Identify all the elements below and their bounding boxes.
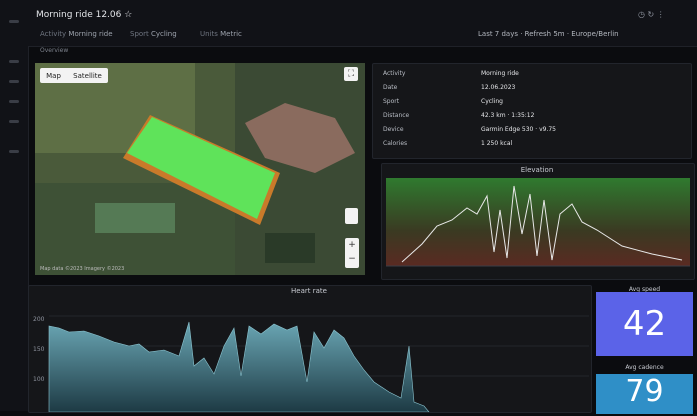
stat-label: Avg cadence (625, 364, 664, 371)
table-row: Sport Cycling (379, 98, 685, 112)
map-attribution: Map data ©2023 Imagery ©2023 (40, 266, 125, 272)
filter-label: Activity (40, 30, 67, 38)
zoom-out-button[interactable]: − (348, 254, 356, 264)
filter-units[interactable]: Units Metric (200, 30, 242, 38)
row-key: Activity (383, 70, 406, 77)
settings-icon[interactable] (9, 150, 19, 153)
stat-avg-speed: 42 (596, 292, 693, 356)
filter-activity[interactable]: Activity Morning ride (40, 30, 113, 38)
toolbar-icons[interactable]: ◷ ↻ ⋮ (638, 10, 665, 19)
map-panel[interactable] (35, 63, 365, 275)
row-value: Morning ride (481, 70, 519, 77)
map-type-toggle[interactable]: Map Satellite (40, 68, 108, 83)
logo-icon[interactable] (9, 20, 19, 23)
row-key: Device (383, 126, 404, 133)
heart-rate-title: Heart rate (291, 287, 327, 295)
row-key: Distance (383, 112, 410, 119)
row-value: Garmin Edge 530 · v9.75 (481, 126, 556, 133)
row-value: 1 250 kcal (481, 140, 513, 147)
row-key: Sport (383, 98, 400, 105)
elevation-chart (386, 178, 690, 267)
row-key: Calories (383, 140, 408, 147)
filter-value: Morning ride (68, 30, 113, 38)
filter-value: Metric (220, 30, 242, 38)
elevation-panel (381, 163, 695, 280)
zoom-in-button[interactable]: + (348, 240, 356, 250)
top-bar (28, 0, 697, 47)
heart-rate-panel (28, 285, 592, 413)
elevation-title: Elevation (520, 166, 554, 174)
map-type-map[interactable]: Map (46, 71, 61, 80)
dashboards-icon[interactable] (9, 80, 19, 83)
explore-icon[interactable] (9, 100, 19, 103)
filter-label: Sport (130, 30, 149, 38)
time-range-picker[interactable]: Last 7 days · Refresh 5m · Europe/Berlin (478, 30, 619, 38)
activity-info-table: Activity Morning ride Date 12.06.2023 Spor… (372, 63, 692, 159)
y-tick-label: 200 (33, 316, 45, 323)
dashboard-title[interactable]: Morning ride 12.06 ☆ (36, 10, 133, 20)
row-value: 42.3 km · 1:35:12 (481, 112, 535, 119)
zoom-control[interactable]: + − (345, 238, 359, 268)
table-row: Distance 42.3 km · 1:35:12 (379, 112, 685, 126)
side-rail (0, 0, 29, 411)
map-type-satellite[interactable]: Satellite (73, 71, 102, 80)
heart-rate-chart (48, 315, 589, 413)
row-value: Cycling (481, 98, 503, 105)
fullscreen-icon[interactable]: ⛶ (344, 67, 358, 81)
filter-label: Units (200, 30, 218, 38)
table-row: Date 12.06.2023 (379, 84, 685, 98)
row-label: Overview (40, 47, 69, 54)
stat-avg-cadence: 79 (596, 374, 693, 414)
table-row: Calories 1 250 kcal (379, 140, 685, 154)
street-view-icon[interactable] (345, 208, 358, 224)
table-row: Device Garmin Edge 530 · v9.75 (379, 126, 685, 140)
row-value: 12.06.2023 (481, 84, 516, 91)
alerts-icon[interactable] (9, 120, 19, 123)
table-row: Activity Morning ride (379, 70, 685, 84)
stat-label: Avg speed (628, 286, 661, 293)
search-icon[interactable] (9, 60, 19, 63)
row-key: Date (383, 84, 398, 91)
satellite-map[interactable] (35, 63, 365, 275)
filter-value: Cycling (151, 30, 177, 38)
filter-sport[interactable]: Sport Cycling (130, 30, 177, 38)
y-tick-label: 100 (33, 376, 45, 383)
y-tick-label: 150 (33, 346, 45, 353)
